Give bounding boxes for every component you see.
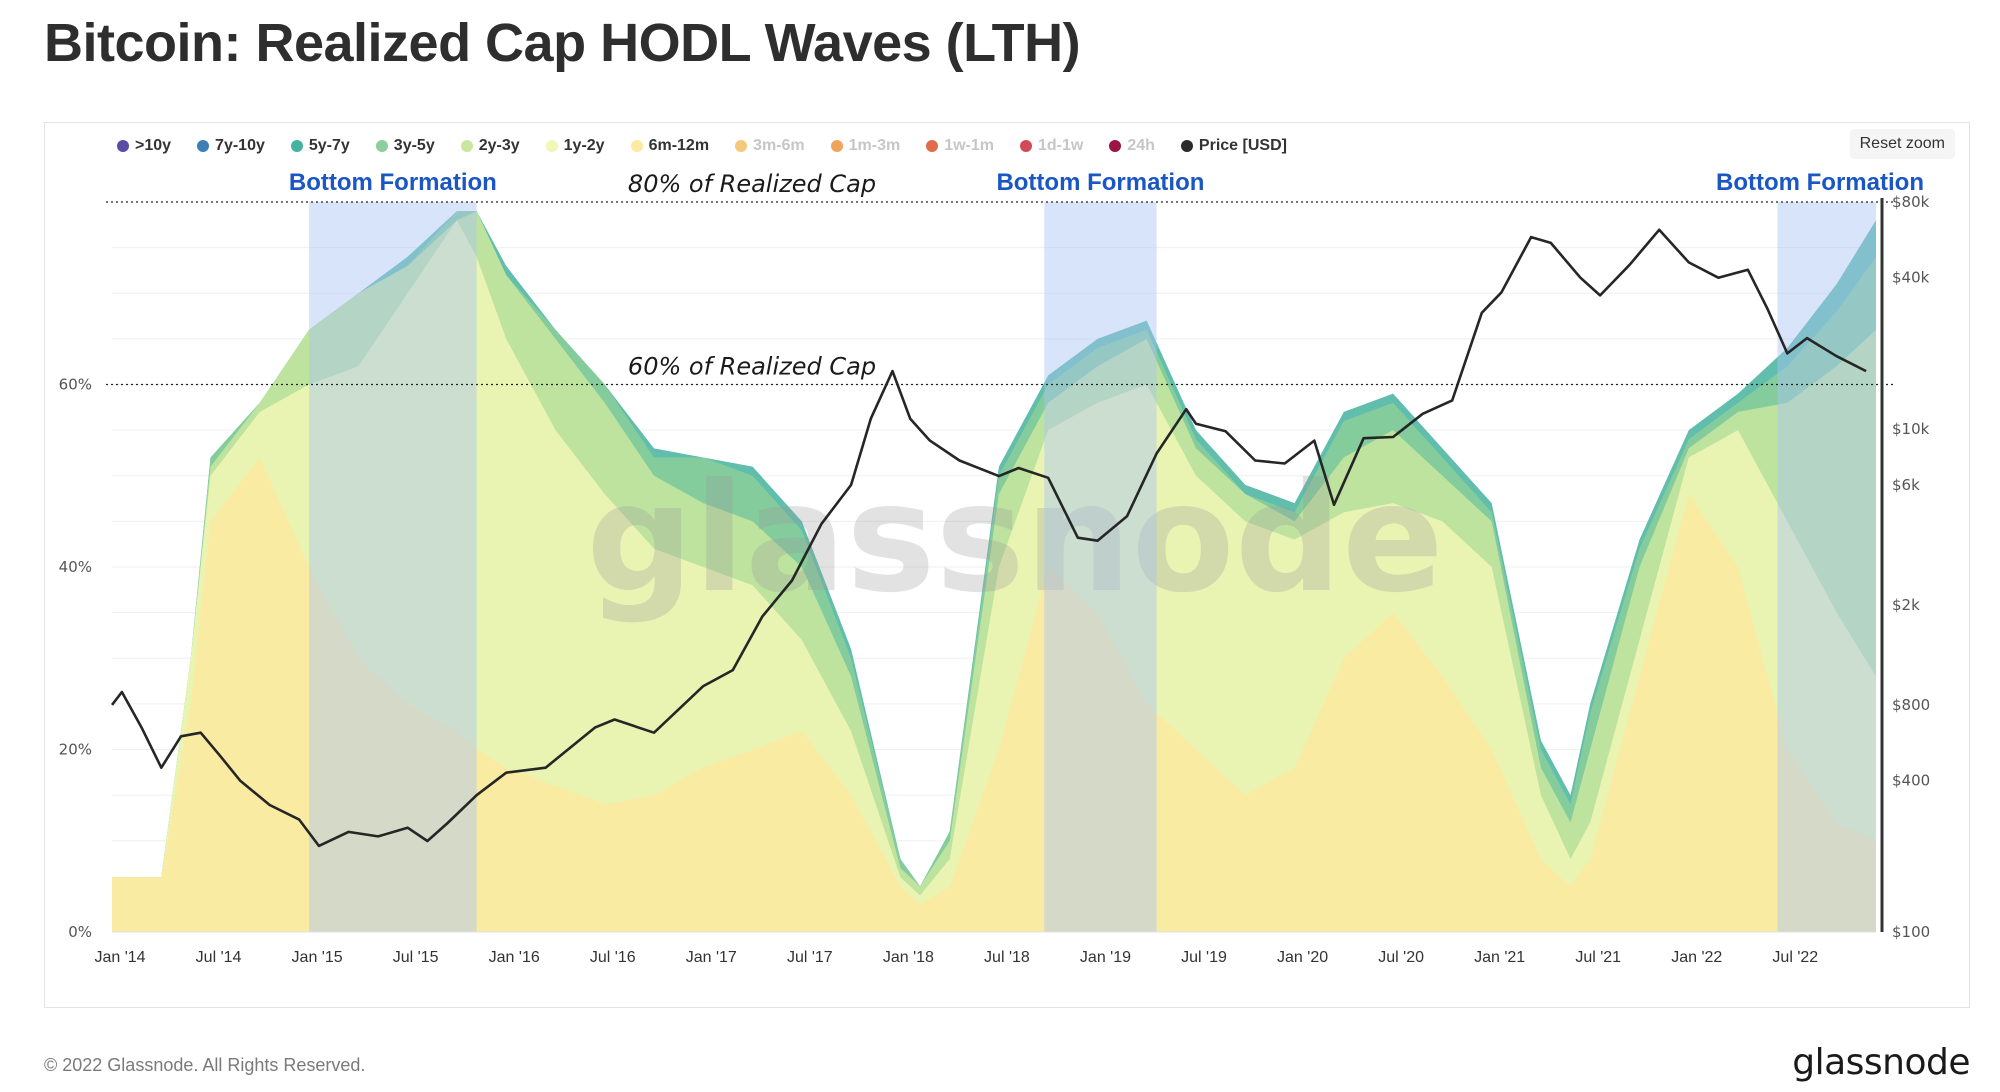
y-right-tick-label: $400 — [1892, 772, 1930, 790]
legend-swatch-icon — [830, 140, 843, 152]
legend-swatch-icon — [926, 140, 939, 152]
legend-item[interactable]: 7y-10y — [197, 137, 265, 155]
x-tick-label: Jul '20 — [1378, 949, 1424, 966]
legend-item[interactable]: 5y-7y — [290, 137, 350, 155]
x-tick-label: Jan '17 — [686, 949, 737, 966]
legend-swatch-icon — [545, 140, 558, 152]
legend-swatch-icon — [1020, 140, 1032, 152]
chart-legend: >10y 7y-10y 5y-7y 3y-5y 2y-3y 1y-2y 6m-12m 3m-6… — [117, 137, 1287, 155]
legend-item[interactable]: 1d-1w — [1020, 137, 1083, 155]
reference-line-label: 80% of Realized Cap — [628, 170, 876, 198]
bottom-formation-label: Bottom Formation — [1716, 169, 1924, 196]
legend-item[interactable]: 1m-3m — [830, 137, 901, 155]
legend-item[interactable]: 6m-12m — [630, 137, 710, 155]
y-right-tick-label: $80k — [1892, 193, 1930, 211]
legend-item[interactable]: 1y-2y — [545, 137, 605, 155]
legend-item[interactable]: 3y-5y — [375, 137, 435, 155]
y-right-tick-label: $10k — [1892, 420, 1930, 438]
x-axis: Jan '14 Jul '14 Jan '15 Jul '15 Jan '16 Jul '… — [94, 949, 1818, 966]
legend-item[interactable]: 3m-6m — [735, 137, 805, 155]
x-tick-label: Jan '18 — [883, 949, 934, 966]
legend-swatch-icon — [735, 140, 748, 152]
y-left-tick-label: 40% — [59, 558, 92, 576]
legend-label: 1m-3m — [848, 137, 901, 154]
bottom-formation-band — [1044, 202, 1157, 932]
legend-swatch-icon — [460, 140, 473, 152]
x-tick-label: Jan '22 — [1671, 949, 1722, 966]
x-tick-label: Jan '19 — [1080, 949, 1131, 966]
x-tick-label: Jul '17 — [787, 949, 833, 966]
legend-label: 2y-3y — [478, 137, 520, 154]
y-right-tick-label: $40k — [1892, 269, 1930, 287]
legend-label: >10y — [135, 137, 172, 154]
legend-label: 5y-7y — [308, 137, 350, 154]
y-right-tick-label: $800 — [1892, 696, 1930, 714]
y-left-tick-label: 60% — [59, 376, 92, 394]
y-left-tick-label: 0% — [68, 923, 92, 941]
x-tick-label: Jan '15 — [292, 949, 343, 966]
x-tick-label: Jan '14 — [94, 949, 145, 966]
legend-label: 7y-10y — [215, 137, 265, 154]
price-line — [110, 228, 1867, 848]
bottom-formation-band — [1777, 202, 1876, 932]
x-tick-label: Jan '16 — [489, 949, 540, 966]
reference-line-label: 60% of Realized Cap — [628, 353, 876, 381]
x-tick-label: Jul '14 — [196, 949, 242, 966]
bottom-formation-label: Bottom Formation — [289, 169, 497, 196]
legend-label: Price [USD] — [1198, 137, 1287, 154]
legend-swatch-icon — [197, 140, 210, 152]
watermark: glassnode — [586, 452, 1444, 626]
bottom-formation-band — [309, 202, 477, 932]
realized-cap-reference-lines: 80% of Realized Cap 60% of Realized Cap — [106, 170, 1896, 386]
area-series — [112, 211, 1876, 933]
legend-item[interactable]: 2y-3y — [460, 137, 520, 155]
y-right-tick-label: $6k — [1892, 476, 1920, 494]
legend-item[interactable]: 24h — [1109, 137, 1155, 155]
x-tick-label: Jul '19 — [1181, 949, 1227, 966]
copyright-text: © 2022 Glassnode. All Rights Reserved. — [44, 1055, 366, 1075]
x-tick-label: Jul '18 — [984, 949, 1030, 966]
x-tick-label: Jan '20 — [1277, 949, 1328, 966]
legend-swatch-icon — [375, 140, 388, 152]
x-tick-label: Jul '15 — [393, 949, 439, 966]
x-tick-label: Jul '21 — [1575, 949, 1621, 966]
y-axis-left: 0% 20% 40% 60% — [59, 376, 92, 942]
legend-label: 1w-1m — [944, 137, 994, 154]
area-6m-12m — [112, 457, 1876, 932]
x-tick-label: Jul '16 — [590, 949, 636, 966]
legend-label: 6m-12m — [648, 137, 710, 154]
y-axis-right: $100 $400 $800 $2k $6k $10k $40k $80k — [1892, 193, 1930, 941]
bottom-formation-bands: Bottom Formation Bottom Formation Bottom F… — [289, 169, 1924, 932]
y-left-tick-label: 20% — [59, 741, 92, 759]
legend-item[interactable]: 1w-1m — [926, 137, 994, 155]
legend-label: 1d-1w — [1038, 137, 1084, 154]
legend-item[interactable]: Price [USD] — [1180, 137, 1287, 155]
legend-swatch-icon — [290, 140, 303, 152]
legend-label: 3y-5y — [393, 137, 435, 154]
page-title: Bitcoin: Realized Cap HODL Waves (LTH) — [44, 13, 1081, 73]
x-tick-label: Jan '21 — [1474, 949, 1525, 966]
bottom-formation-label: Bottom Formation — [996, 169, 1204, 196]
legend-label: 3m-6m — [753, 137, 805, 154]
reset-zoom-button[interactable]: Reset zoom — [1849, 129, 1955, 159]
glassnode-logo: glassnode — [1792, 1042, 1970, 1083]
y-right-tick-label: $100 — [1892, 923, 1930, 941]
y-right-tick-label: $2k — [1892, 596, 1920, 614]
legend-swatch-icon — [1180, 140, 1193, 152]
legend-label: 1y-2y — [563, 137, 605, 154]
legend-swatch-icon — [630, 140, 643, 152]
x-tick-label: Jul '22 — [1772, 949, 1818, 966]
legend-label: 24h — [1127, 137, 1155, 154]
legend-item[interactable]: >10y — [117, 137, 171, 155]
legend-swatch-icon — [1109, 140, 1122, 152]
legend-swatch-icon — [117, 140, 129, 152]
